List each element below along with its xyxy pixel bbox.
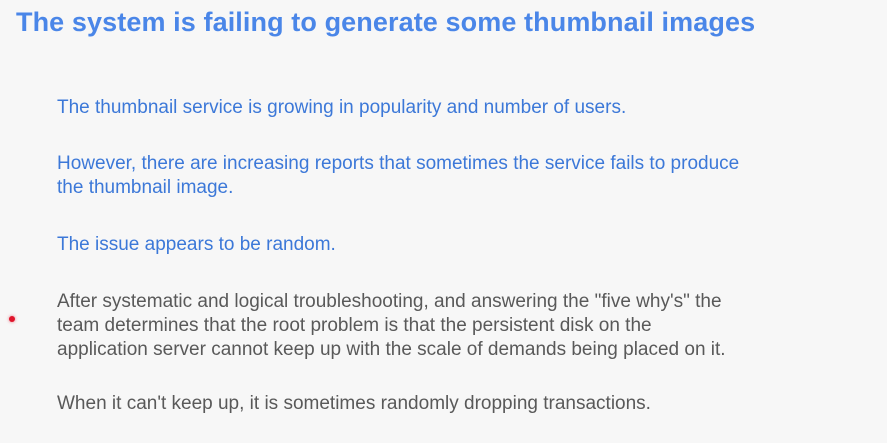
slide-body: The thumbnail service is growing in popu… <box>57 96 887 438</box>
paragraph-failure-reports: However, there are increasing reports th… <box>57 152 887 200</box>
paragraph-line: After systematic and logical troubleshoo… <box>57 291 722 312</box>
paragraph-line: When it can't keep up, it is sometimes r… <box>57 393 651 414</box>
paragraph-line: application server cannot keep up with t… <box>57 339 726 360</box>
paragraph-popularity: The thumbnail service is growing in popu… <box>57 96 887 120</box>
laser-pointer-dot <box>9 316 15 322</box>
paragraph-line: team determines that the root problem is… <box>57 315 652 336</box>
paragraph-line: The issue appears to be random. <box>57 234 336 255</box>
slide-title: The system is failing to generate some t… <box>16 7 756 37</box>
paragraph-line: The thumbnail service is growing in popu… <box>57 97 627 118</box>
paragraph-line: the thumbnail image. <box>57 177 234 198</box>
paragraph-line: However, there are increasing reports th… <box>57 153 740 174</box>
paragraph-random-issue: The issue appears to be random. <box>57 233 887 257</box>
paragraph-dropping-transactions: When it can't keep up, it is sometimes r… <box>57 392 887 416</box>
paragraph-root-cause: After systematic and logical troubleshoo… <box>57 290 887 362</box>
